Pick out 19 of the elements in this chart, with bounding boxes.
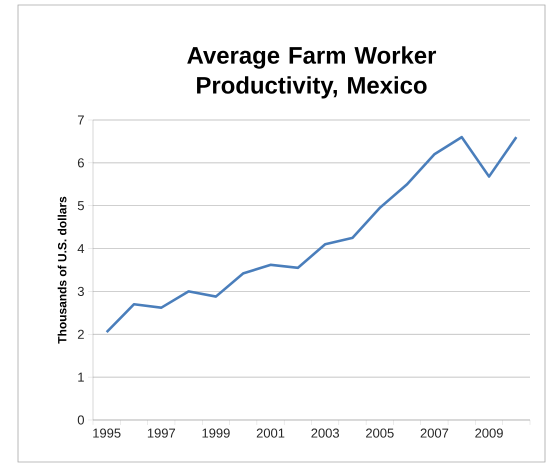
- y-tick-label: 6: [78, 158, 84, 168]
- x-tick-label: 2007: [420, 428, 448, 438]
- y-tick-label: 1: [78, 372, 84, 382]
- x-tick-label: 2009: [475, 428, 503, 438]
- x-tick-label: 2001: [256, 428, 284, 438]
- x-tick-label: 2005: [366, 428, 394, 438]
- y-tick-label: 0: [78, 415, 84, 425]
- line-series: [105, 136, 518, 334]
- y-axis-title: Thousands of U.S. dollars: [58, 196, 66, 344]
- x-tick-label: 1999: [202, 428, 230, 438]
- chart-title: Average Farm Worker Productivity, Mexico: [187, 46, 436, 98]
- y-tick-label: 7: [78, 116, 84, 124]
- x-tick-label: 2003: [311, 428, 339, 438]
- y-tick-label: 3: [78, 286, 84, 296]
- x-tick-label: 1997: [148, 428, 176, 438]
- y-tick-label: 5: [78, 201, 84, 210]
- y-tick-label: 2: [78, 330, 84, 339]
- y-tick-label: 4: [78, 244, 84, 254]
- x-tick-label: 1995: [93, 428, 121, 438]
